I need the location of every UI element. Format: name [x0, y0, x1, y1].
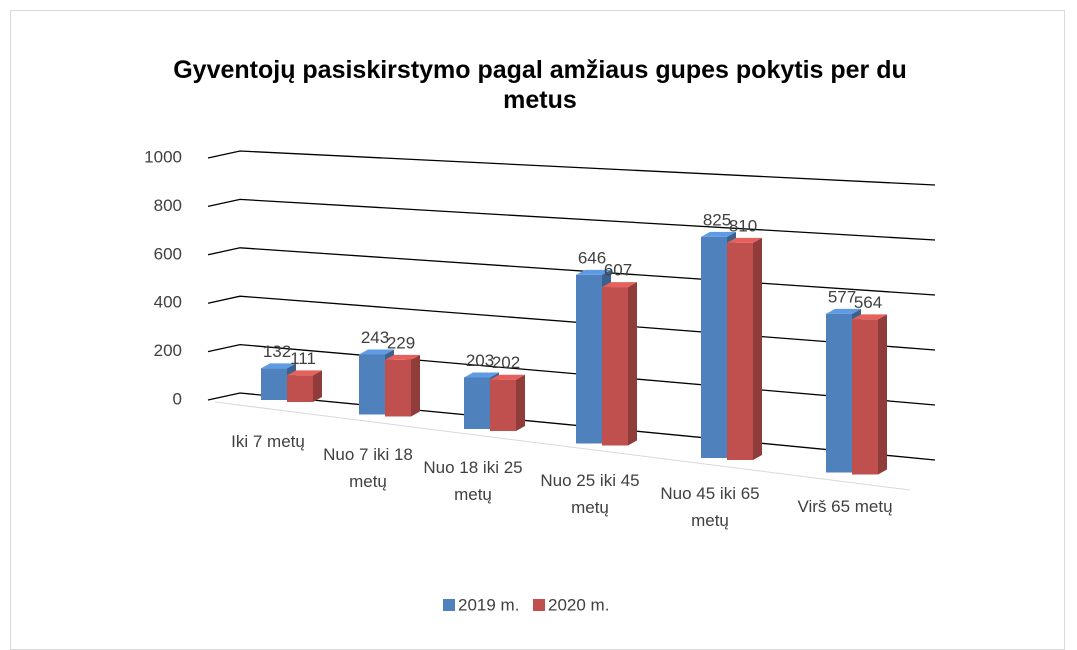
data-label: 229	[387, 333, 415, 352]
bar	[385, 354, 420, 417]
y-tick-label: 0	[173, 389, 182, 408]
x-tick-label: Nuo 7 iki 18 metų	[323, 445, 413, 491]
bar-front	[464, 377, 490, 429]
data-label: 202	[492, 353, 520, 372]
page: 0 200 400 600 800 1000 132 111 243 229 203 202 646 60…	[10, 10, 1065, 650]
grid-line	[207, 247, 936, 296]
bar-front	[576, 274, 602, 444]
x-tick-label: Nuo 25 iki 45 metų	[540, 471, 640, 517]
grid-line	[207, 295, 936, 351]
bar-front	[287, 375, 313, 402]
bar	[490, 374, 525, 431]
legend-swatch	[533, 599, 545, 611]
legend-swatch	[443, 599, 455, 611]
bar-front	[490, 379, 516, 431]
chart-title: Gyventojų pasiskirstymo pagal amžiaus gu…	[173, 56, 907, 114]
bar-top	[826, 308, 861, 314]
bar-front	[261, 368, 287, 400]
bar-front	[359, 354, 385, 415]
bar-front	[701, 236, 727, 458]
data-label: 646	[578, 248, 606, 267]
x-tick-label: Iki 7 metų	[231, 432, 305, 451]
grid-line	[207, 150, 936, 186]
grid-line	[207, 198, 936, 241]
data-label: 132	[263, 342, 291, 361]
bar-side	[628, 282, 637, 446]
bar-top	[261, 363, 296, 369]
y-tick-label: 600	[154, 244, 182, 263]
bar-top	[490, 374, 525, 380]
bar	[852, 314, 887, 475]
y-tick-label: 800	[154, 196, 182, 215]
bar	[287, 370, 322, 402]
bar-side	[516, 374, 525, 431]
bar-side	[878, 314, 887, 475]
bar-side	[411, 354, 420, 417]
y-tick-label: 1000	[144, 147, 182, 166]
x-tick-label: Nuo 45 iki 65 metų	[660, 484, 760, 530]
y-tick-label: 200	[154, 341, 182, 360]
floor-edge	[214, 401, 911, 491]
bar-top	[701, 231, 736, 237]
legend-label: 2020 m.	[548, 595, 609, 614]
bar-top	[602, 282, 637, 288]
data-label: 564	[854, 293, 882, 312]
data-label: 203	[466, 351, 494, 370]
bar-top	[359, 349, 394, 355]
data-label: 111	[290, 349, 316, 368]
bar	[727, 237, 762, 460]
bar-front	[826, 313, 852, 473]
bar-top	[576, 269, 611, 275]
x-tick-label: Virš 65 metų	[797, 497, 893, 516]
data-label: 577	[828, 287, 856, 306]
x-tick-label: Nuo 18 iki 25 metų	[423, 458, 523, 504]
data-label: 810	[729, 216, 757, 235]
bar-top	[287, 370, 322, 376]
bar	[602, 282, 637, 446]
bar-front	[385, 359, 411, 417]
bar-top	[464, 372, 499, 378]
bar-front	[727, 242, 753, 460]
bar-front	[602, 287, 628, 446]
bar-side	[753, 237, 762, 460]
bar-top	[852, 314, 887, 320]
bar-side	[313, 370, 322, 402]
legend-label: 2019 m.	[458, 595, 519, 614]
bar-front	[852, 319, 878, 475]
data-label: 607	[604, 261, 632, 280]
y-tick-label: 400	[154, 293, 182, 312]
data-label: 243	[361, 328, 389, 347]
data-label: 825	[703, 210, 731, 229]
bar-top	[385, 354, 420, 360]
bar-top	[727, 237, 762, 243]
